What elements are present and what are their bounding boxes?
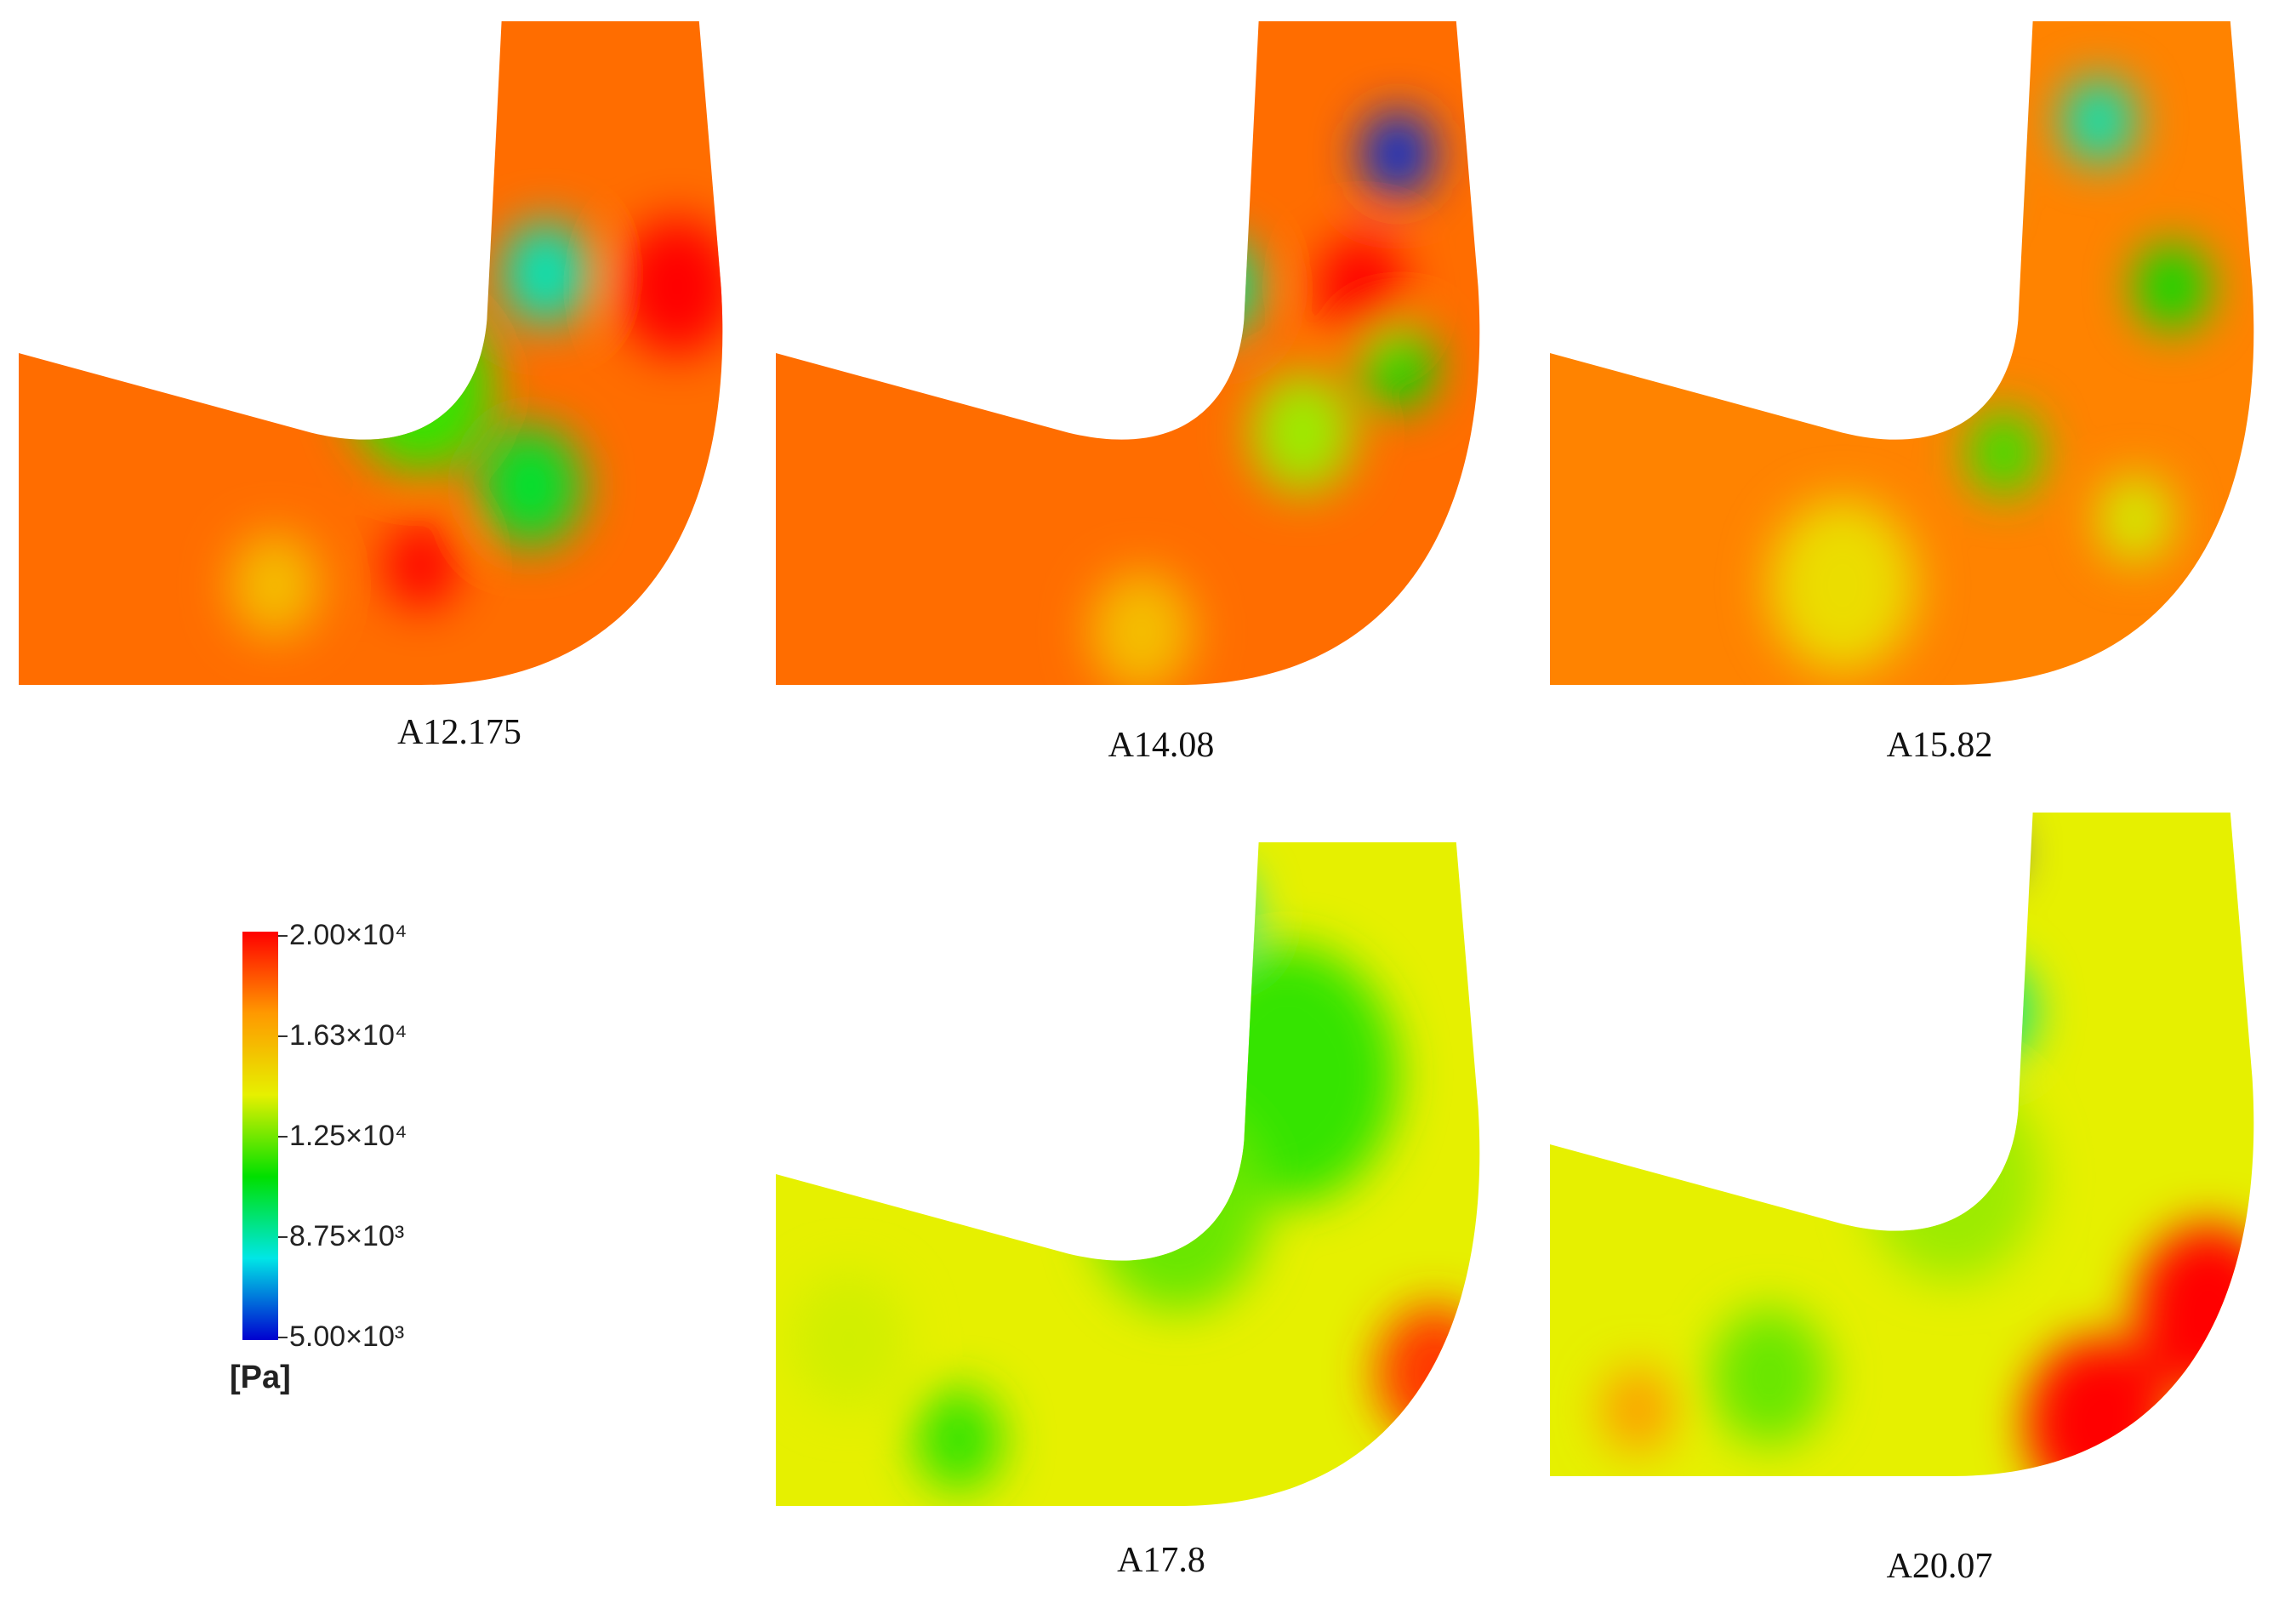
- pressure-region: [914, 1388, 1003, 1491]
- pressure-region: [1090, 1104, 1267, 1311]
- pressure-region: [2025, 1337, 2172, 1476]
- contour-panel-1: [19, 21, 723, 685]
- pressure-region: [2062, 77, 2135, 164]
- pressure-region: [1916, 144, 1989, 231]
- pressure-region: [790, 1270, 908, 1410]
- pressure-region: [1251, 372, 1354, 493]
- pressure-region: [1178, 865, 1251, 952]
- pressure-region: [2135, 1223, 2254, 1397]
- legend-unit: [Pa]: [230, 1360, 291, 1395]
- panel-caption: A15.82: [1886, 726, 1993, 765]
- pressure-region: [385, 522, 458, 609]
- contour-panel-4: [776, 842, 1480, 1506]
- panel-caption: A14.08: [1108, 726, 1215, 765]
- panel-caption: A20.07: [1886, 1547, 1993, 1586]
- pressure-region: [1601, 1366, 1675, 1453]
- pressure-region: [259, 80, 363, 202]
- legend-tick-label: 2.00×10⁴: [289, 919, 407, 951]
- pressure-region: [1376, 1303, 1480, 1443]
- pressure-region: [501, 221, 590, 326]
- pressure-region: [1046, 21, 1120, 98]
- pressure-region: [2135, 243, 2208, 330]
- color-legend: [242, 932, 288, 1340]
- contour-panel-3: [1550, 21, 2254, 685]
- pressure-region: [618, 217, 723, 356]
- panel-caption: A12.175: [397, 713, 521, 752]
- pressure-region: [1864, 1074, 2041, 1281]
- legend-tick-label: 5.00×10³: [289, 1320, 405, 1353]
- contour-panel-5: [1550, 813, 2254, 1476]
- pressure-region: [348, 299, 494, 473]
- pressure-region: [2099, 476, 2172, 562]
- pressure-region: [1769, 499, 1916, 672]
- legend-colorbar: [242, 932, 278, 1340]
- pressure-region: [1923, 21, 1982, 83]
- pressure-region: [1361, 322, 1434, 410]
- legend-tick-label: 8.75×10³: [289, 1220, 405, 1252]
- pressure-region: [1967, 409, 2041, 496]
- legend-tick-label: 1.25×10⁴: [289, 1120, 407, 1152]
- pressure-region: [1711, 1307, 1828, 1446]
- pressure-region: [1967, 826, 2011, 879]
- pressure-region: [479, 425, 583, 546]
- panel-caption: A17.8: [1117, 1541, 1205, 1580]
- pressure-region: [1171, 235, 1259, 339]
- field-background: [19, 21, 723, 685]
- pressure-region: [231, 533, 319, 637]
- pressure-region: [1317, 235, 1405, 339]
- pressure-region: [245, 21, 378, 152]
- pressure-region: [1361, 111, 1434, 197]
- contour-panel-2: [776, 21, 1480, 685]
- pressure-region: [1178, 944, 1398, 1205]
- pressure-region: [1945, 960, 2033, 1064]
- pressure-region: [1090, 571, 1194, 685]
- legend-tick-label: 1.63×10⁴: [289, 1019, 407, 1052]
